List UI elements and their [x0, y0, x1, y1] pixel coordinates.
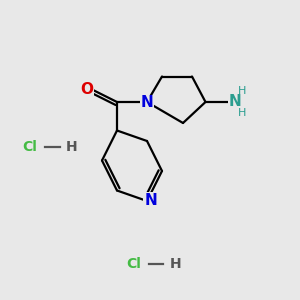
- Text: N: N: [229, 94, 241, 110]
- Text: H: H: [169, 257, 181, 271]
- Text: H: H: [238, 108, 246, 118]
- Text: H: H: [238, 85, 246, 96]
- Text: N: N: [141, 95, 153, 110]
- Text: Cl: Cl: [22, 140, 38, 154]
- Text: N: N: [144, 193, 157, 208]
- Text: Cl: Cl: [126, 257, 141, 271]
- Text: O: O: [80, 82, 93, 97]
- Text: H: H: [66, 140, 78, 154]
